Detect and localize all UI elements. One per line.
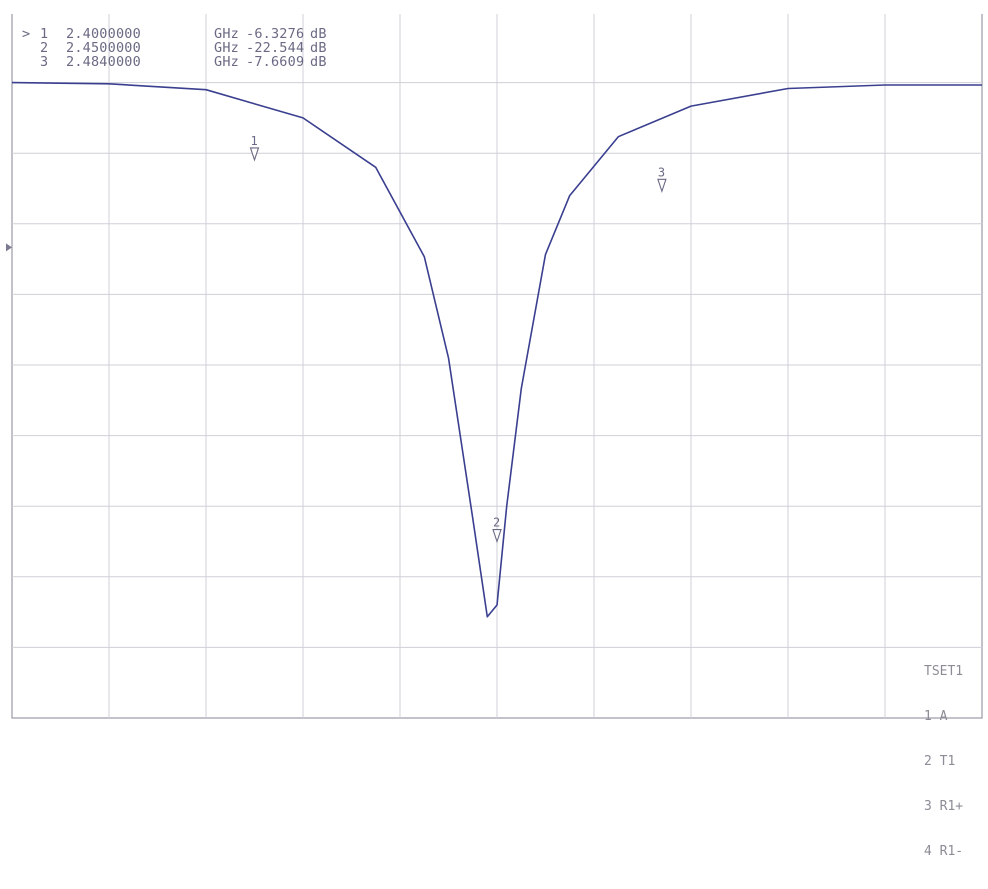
marker-frequency: 2.4840000: [66, 54, 141, 70]
trace-setting-item: 2 T1: [924, 754, 956, 769]
marker-number: 2: [40, 40, 49, 56]
trace-settings-panel: TSET1 1 A 2 T1 3 R1+ 4 R1-: [924, 634, 988, 889]
marker-value: -6.3276: [246, 26, 305, 42]
reference-level-arrow: [6, 243, 12, 252]
top-margin: [0, 0, 988, 14]
marker-value-unit: dB: [310, 40, 327, 56]
marker-label: 2: [493, 516, 500, 530]
trace-setting-item: 1 A: [924, 709, 948, 724]
trace-setting-item: 3 R1+: [924, 799, 964, 814]
marker-frequency-unit: GHz: [214, 26, 239, 42]
marker-value: -22.544: [246, 40, 305, 56]
marker-value: -7.6609: [246, 54, 305, 70]
marker-triangle: [492, 528, 502, 544]
marker-frequency: 2.4000000: [66, 26, 141, 42]
marker-readout-row: 2 2.4500000 GHz -22.544 dB: [22, 41, 327, 55]
marker-frequency: 2.4500000: [66, 40, 141, 56]
sparameter-plot: 123: [6, 11, 983, 719]
marker-number: 3: [40, 54, 49, 70]
marker-value-unit: dB: [310, 54, 327, 70]
marker-triangle: [249, 147, 260, 162]
marker-triangle: [657, 178, 667, 194]
active-marker-indicator: >: [22, 26, 31, 42]
marker-label: 3: [658, 165, 665, 179]
marker-number: 1: [40, 26, 49, 42]
marker-frequency-unit: GHz: [214, 40, 239, 56]
marker-value-unit: dB: [310, 26, 327, 42]
trace-line: [11, 81, 982, 618]
trace-set-title: TSET1: [924, 664, 964, 679]
marker-readout-row: 3 2.4840000 GHz -7.6609 dB: [22, 55, 327, 69]
trace-setting-item: 4 R1-: [924, 844, 964, 859]
marker-frequency-unit: GHz: [214, 54, 239, 70]
marker-label: 1: [251, 134, 258, 148]
marker-readout-row: >1 2.4000000 GHz -6.3276 dB: [22, 27, 327, 41]
